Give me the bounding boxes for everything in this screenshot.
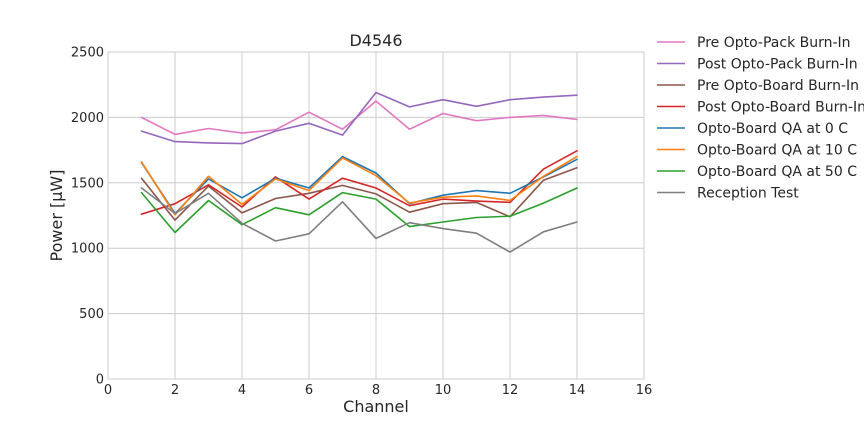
series-line-3 <box>140 167 578 221</box>
x-axis-label: Channel <box>343 397 409 416</box>
legend-entry-label: Pre Opto-Board Burn-In <box>697 78 859 94</box>
series-line-7 <box>140 187 578 234</box>
x-tick-labels: 0 2 4 6 8 10 12 14 16 <box>104 383 652 398</box>
legend-entry-label: Post Opto-Board Burn-In <box>697 100 864 116</box>
x-tick-label: 16 <box>636 383 653 398</box>
x-tick-label: 4 <box>238 383 246 398</box>
y-tick-label: 1000 <box>71 242 104 257</box>
series-line-4 <box>140 150 578 215</box>
series-line-5 <box>140 155 578 215</box>
legend-entry-label: Opto-Board QA at 10 C <box>697 143 857 159</box>
y-tick-label: 500 <box>79 307 104 322</box>
plot-frame <box>107 51 645 380</box>
legend-entry-label: Reception Test <box>697 186 799 202</box>
x-tick-label: 6 <box>305 383 313 398</box>
y-tick-label: 2000 <box>71 111 104 126</box>
legend: Pre Opto-Pack Burn-In Post Opto-Pack Burn… <box>657 35 864 202</box>
x-tick-label: 12 <box>502 383 519 398</box>
y-tick-labels: 0 500 1000 1500 2000 2500 <box>71 46 104 388</box>
y-tick-label: 2500 <box>71 46 104 61</box>
y-tick-label: 0 <box>96 373 104 388</box>
x-tick-label: 10 <box>435 383 452 398</box>
series-line-1 <box>140 100 578 136</box>
y-axis-label: Power [μW] <box>47 170 66 262</box>
x-tick-label: 0 <box>104 383 112 398</box>
legend-entry-label: Opto-Board QA at 50 C <box>697 164 857 180</box>
legend-entry-label: Opto-Board QA at 0 C <box>697 121 848 137</box>
chart-title: D4546 <box>349 31 402 50</box>
series-line-2 <box>140 91 578 145</box>
series-line-6 <box>140 155 578 216</box>
y-tick-label: 1500 <box>71 176 104 191</box>
legend-entry-label: Post Opto-Pack Burn-In <box>697 57 858 73</box>
legend-entry-label: Pre Opto-Pack Burn-In <box>697 35 851 51</box>
x-tick-label: 8 <box>372 383 380 398</box>
series-line-8 <box>140 187 578 253</box>
x-tick-label: 2 <box>171 383 179 398</box>
series-group <box>140 91 578 253</box>
x-tick-label: 14 <box>569 383 586 398</box>
